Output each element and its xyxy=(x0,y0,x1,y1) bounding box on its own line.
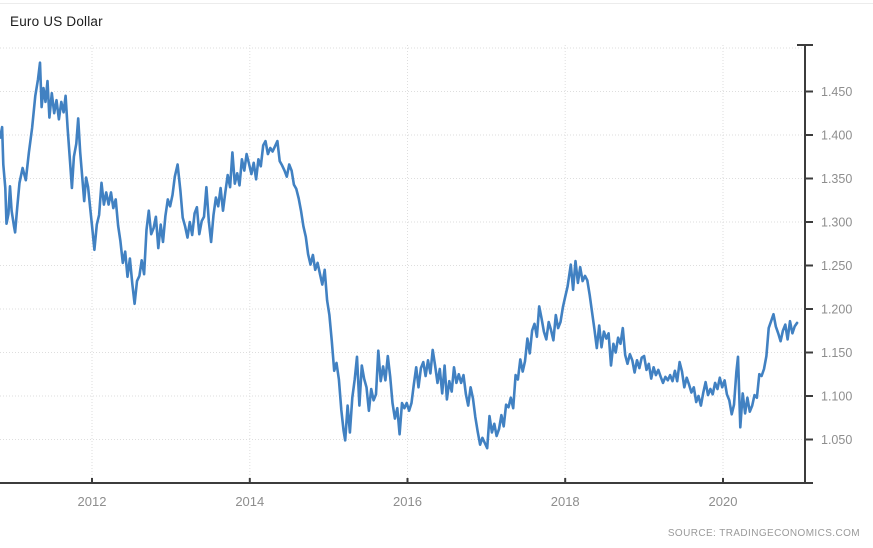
eurusd-price-line xyxy=(0,61,799,450)
axis-lines xyxy=(0,44,813,484)
y-axis-tick-label: 1.350 xyxy=(821,172,852,186)
top-border-line xyxy=(0,3,873,4)
y-axis-tick-label: 1.250 xyxy=(821,259,852,273)
y-axis-tick-label: 1.400 xyxy=(821,129,852,143)
y-axis-tick-label: 1.150 xyxy=(821,346,852,360)
vertical-gridlines xyxy=(91,45,724,483)
x-axis-tick-label: 2016 xyxy=(393,494,422,509)
y-axis-tick-label: 1.050 xyxy=(821,433,852,447)
y-axis-tick-label: 1.200 xyxy=(821,303,852,317)
x-axis-tick-label: 2014 xyxy=(235,494,264,509)
source-attribution: SOURCE: TRADINGECONOMICS.COM xyxy=(667,528,860,539)
x-axis-tick-label: 2018 xyxy=(551,494,580,509)
x-axis-tick-label: 2012 xyxy=(78,494,107,509)
chart-title: Euro US Dollar xyxy=(10,14,103,29)
y-axis-tick-label: 1.300 xyxy=(821,216,852,230)
y-axis-tick-label: 1.450 xyxy=(821,85,852,99)
x-axis-tick-label: 2020 xyxy=(709,494,738,509)
horizontal-gridlines xyxy=(0,47,805,440)
y-axis-tick-label: 1.100 xyxy=(821,390,852,404)
